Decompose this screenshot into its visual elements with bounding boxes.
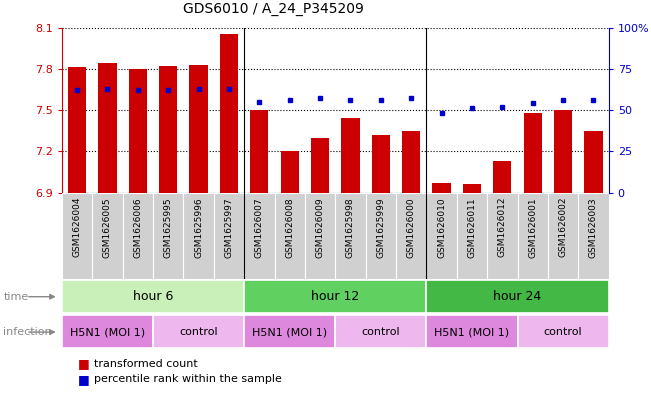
Text: GSM1625999: GSM1625999 xyxy=(376,197,385,257)
Bar xyxy=(578,193,609,279)
Bar xyxy=(220,34,238,193)
Text: GSM1626012: GSM1626012 xyxy=(498,197,507,257)
Bar xyxy=(554,110,572,193)
Bar xyxy=(244,280,426,313)
Bar xyxy=(457,193,487,279)
Text: GSM1625996: GSM1625996 xyxy=(194,197,203,257)
Bar xyxy=(275,193,305,279)
Text: H5N1 (MOI 1): H5N1 (MOI 1) xyxy=(70,327,145,337)
Text: GSM1626009: GSM1626009 xyxy=(316,197,325,257)
Text: GSM1626001: GSM1626001 xyxy=(528,197,537,257)
Bar xyxy=(129,69,147,193)
Bar xyxy=(68,67,86,193)
Text: hour 6: hour 6 xyxy=(133,290,173,303)
Bar xyxy=(585,130,603,193)
Bar xyxy=(335,193,366,279)
Bar xyxy=(305,193,335,279)
Bar xyxy=(518,193,548,279)
Text: control: control xyxy=(544,327,583,337)
Text: GSM1626007: GSM1626007 xyxy=(255,197,264,257)
Bar xyxy=(311,138,329,193)
Bar xyxy=(426,193,457,279)
Text: ■: ■ xyxy=(78,357,90,370)
Bar xyxy=(487,193,518,279)
Bar xyxy=(366,193,396,279)
Text: H5N1 (MOI 1): H5N1 (MOI 1) xyxy=(252,327,327,337)
Text: GSM1626002: GSM1626002 xyxy=(559,197,568,257)
Text: transformed count: transformed count xyxy=(94,358,198,369)
Bar xyxy=(518,316,609,348)
Text: GDS6010 / A_24_P345209: GDS6010 / A_24_P345209 xyxy=(183,2,364,16)
Text: control: control xyxy=(179,327,218,337)
Bar xyxy=(402,130,421,193)
Bar xyxy=(159,66,177,193)
Bar xyxy=(341,118,359,193)
Text: GSM1626000: GSM1626000 xyxy=(407,197,416,257)
Bar xyxy=(184,193,214,279)
Bar xyxy=(432,183,450,193)
Bar xyxy=(244,193,275,279)
Bar xyxy=(62,193,92,279)
Text: infection: infection xyxy=(3,327,52,337)
Text: GSM1626006: GSM1626006 xyxy=(133,197,143,257)
Text: GSM1626005: GSM1626005 xyxy=(103,197,112,257)
Bar xyxy=(335,316,426,348)
Bar xyxy=(250,110,268,193)
Text: time: time xyxy=(3,292,29,302)
Bar xyxy=(62,280,244,313)
Text: GSM1626003: GSM1626003 xyxy=(589,197,598,257)
Text: GSM1626004: GSM1626004 xyxy=(72,197,81,257)
Bar xyxy=(372,135,390,193)
Bar xyxy=(396,193,426,279)
Bar xyxy=(244,316,335,348)
Bar xyxy=(281,151,299,193)
Text: GSM1626008: GSM1626008 xyxy=(285,197,294,257)
Text: GSM1625995: GSM1625995 xyxy=(163,197,173,257)
Bar xyxy=(214,193,244,279)
Bar xyxy=(548,193,578,279)
Bar xyxy=(153,193,184,279)
Text: GSM1626010: GSM1626010 xyxy=(437,197,446,257)
Bar xyxy=(189,64,208,193)
Text: control: control xyxy=(361,327,400,337)
Bar xyxy=(98,63,117,193)
Text: ■: ■ xyxy=(78,373,90,386)
Bar xyxy=(463,184,481,193)
Bar xyxy=(92,193,122,279)
Bar xyxy=(523,113,542,193)
Bar xyxy=(493,161,512,193)
Bar xyxy=(62,316,153,348)
Text: hour 24: hour 24 xyxy=(493,290,542,303)
Bar xyxy=(426,280,609,313)
Text: percentile rank within the sample: percentile rank within the sample xyxy=(94,374,283,384)
Bar xyxy=(122,193,153,279)
Text: GSM1626011: GSM1626011 xyxy=(467,197,477,257)
Text: GSM1625998: GSM1625998 xyxy=(346,197,355,257)
Bar xyxy=(153,316,244,348)
Text: GSM1625997: GSM1625997 xyxy=(225,197,234,257)
Text: hour 12: hour 12 xyxy=(311,290,359,303)
Bar xyxy=(426,316,518,348)
Text: H5N1 (MOI 1): H5N1 (MOI 1) xyxy=(434,327,510,337)
